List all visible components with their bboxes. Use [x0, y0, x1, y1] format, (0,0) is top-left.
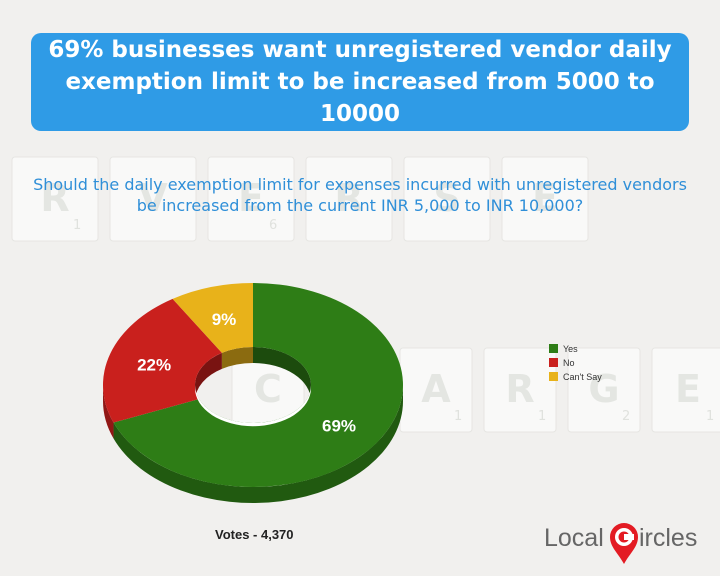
page-title: 69% businesses want unregistered vendor … — [48, 37, 672, 127]
svg-text:V: V — [138, 176, 168, 220]
svg-text:C: C — [254, 367, 282, 411]
tile-r1-3: R — [305, 156, 393, 242]
svg-text:R: R — [505, 367, 534, 411]
title-banner: 69% businesses want unregistered vendor … — [31, 33, 689, 131]
svg-text:1: 1 — [538, 409, 546, 424]
localcircles-logo: Local ircles — [544, 520, 714, 570]
logo-text-local: Local — [544, 524, 604, 552]
legend-swatch-no — [549, 358, 558, 367]
donut-slice-1 — [103, 298, 222, 423]
logo-text-ircles: ircles — [639, 524, 698, 552]
donut-sides — [103, 347, 404, 504]
legend-swatch-yes — [549, 344, 558, 353]
svg-text:R: R — [40, 176, 69, 220]
chart-legend: Yes No Can't Say — [549, 342, 602, 384]
donut-label-0: 69% — [322, 416, 356, 435]
svg-text:E: E — [238, 176, 264, 220]
svg-text:R: R — [334, 176, 363, 220]
tile-r1-2: E6 — [207, 156, 295, 242]
tile-r1-5: E — [501, 156, 589, 242]
donut-label-2: 9% — [212, 310, 237, 329]
tile-r2-3: R1 — [483, 347, 557, 433]
legend-item-yes: Yes — [549, 342, 602, 355]
legend-label-no: No — [563, 357, 575, 368]
donut-inner-wall-0 — [253, 347, 311, 401]
map-pin-c-icon — [610, 523, 638, 564]
legend-swatch-cant-say — [549, 372, 558, 381]
survey-question: Should the daily exemption limit for exp… — [33, 175, 687, 215]
donut-side-1 — [103, 385, 114, 439]
donut-label-1: 22% — [137, 355, 171, 374]
svg-text:E: E — [675, 367, 701, 411]
legend-item-no: No — [549, 356, 602, 369]
tiles-row1: R1V E6R S E — [11, 156, 589, 242]
donut-slice-0 — [113, 283, 404, 488]
svg-text:G: G — [588, 367, 619, 411]
svg-text:A: A — [421, 367, 451, 411]
svg-text:S: S — [433, 176, 460, 220]
donut-inner-wall-2 — [221, 347, 253, 369]
tile-r2-5: E1 — [651, 347, 720, 433]
svg-text:E: E — [532, 176, 558, 220]
votes-count: Votes - 4,370 — [215, 527, 294, 542]
legend-item-cant-say: Can't Say — [549, 370, 602, 383]
tile-r1-4: S — [403, 156, 491, 242]
legend-label-yes: Yes — [563, 343, 578, 354]
svg-text:1: 1 — [706, 409, 714, 424]
donut-inner-wall-1 — [195, 352, 222, 401]
tile-r1-0: R1 — [11, 156, 99, 242]
tile-r1-1: V — [109, 156, 197, 242]
svg-text:1: 1 — [73, 218, 81, 233]
donut-side-0 — [113, 385, 404, 504]
donut-slice-2 — [172, 283, 253, 353]
tile-r2-2: A1 — [399, 347, 473, 433]
svg-text:2: 2 — [622, 409, 630, 424]
donut-labels: 69% 22% 9% — [137, 310, 356, 436]
legend-label-cant-say: Can't Say — [563, 371, 602, 382]
tile-r2-4: G2 — [567, 347, 641, 433]
svg-text:1: 1 — [454, 409, 462, 424]
donut-top — [103, 283, 404, 488]
svg-text:6: 6 — [269, 218, 277, 233]
